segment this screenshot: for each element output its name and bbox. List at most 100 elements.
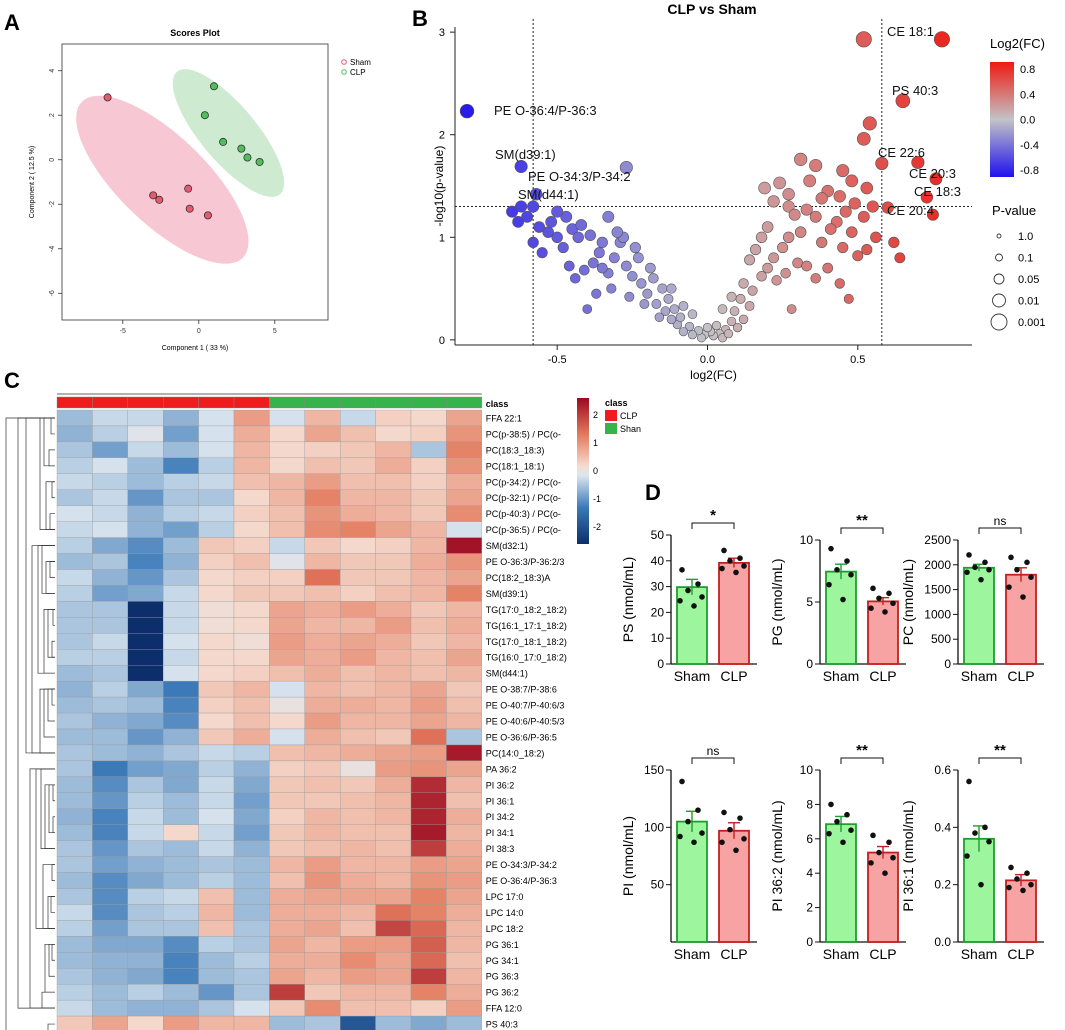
b-point xyxy=(855,31,872,48)
c-heatmap-cell xyxy=(446,601,482,618)
c-heatmap-cell xyxy=(92,872,128,889)
c-heatmap-cell xyxy=(198,840,235,857)
b-point xyxy=(557,241,569,254)
b-point xyxy=(834,278,845,289)
d-ytick-label: 150 xyxy=(644,763,664,777)
c-heatmap-cell xyxy=(56,680,93,698)
b-point xyxy=(755,231,768,243)
c-heatmap-cell xyxy=(446,776,482,793)
b-point xyxy=(666,314,677,325)
c-heatmap-cell xyxy=(198,505,235,522)
c-heatmap-cell xyxy=(269,999,305,1017)
c-dendrogram-branch xyxy=(48,449,55,467)
panel-label-d: D xyxy=(645,480,661,505)
c-heatmap-cell xyxy=(163,824,199,841)
b-point xyxy=(788,208,801,221)
b-point xyxy=(551,205,564,218)
c-heatmap-cell xyxy=(127,776,164,793)
c-heatmap-cell xyxy=(446,760,482,778)
b-point xyxy=(845,174,859,188)
c-heatmap-cell xyxy=(163,537,199,554)
b-size-label: 0.05 xyxy=(1018,274,1039,286)
c-heatmap-cell xyxy=(198,617,235,634)
b-point xyxy=(648,273,659,284)
d-data-point xyxy=(882,870,888,876)
c-heatmap-cell xyxy=(340,872,376,889)
d-data-point xyxy=(890,600,896,607)
c-heatmap-cell xyxy=(127,441,164,459)
b-size-label: 0.1 xyxy=(1018,253,1033,265)
b-point-label: CE 20:3 xyxy=(909,166,956,181)
c-class-cell-clp xyxy=(56,396,93,409)
d-data-point xyxy=(986,566,992,573)
c-heatmap-cell xyxy=(340,952,376,969)
c-heatmap-cell xyxy=(269,888,305,905)
c-heatmap-cell xyxy=(410,920,447,937)
c-heatmap-cell xyxy=(56,441,93,459)
b-point xyxy=(870,231,882,243)
c-heatmap-cell xyxy=(198,457,235,474)
c-heatmap-cell xyxy=(92,728,128,746)
b-size-legend-title: P-value xyxy=(992,203,1036,218)
c-heatmap-cell xyxy=(198,999,235,1017)
d-data-point xyxy=(848,827,854,833)
d-sig-label: ** xyxy=(994,742,1006,759)
c-heatmap-cell xyxy=(233,696,270,714)
c-heatmap-cell xyxy=(163,649,199,666)
c-heatmap-cell xyxy=(198,665,235,682)
c-heatmap-cell xyxy=(304,744,341,762)
b-point xyxy=(563,260,575,272)
d-ytick-label: 0 xyxy=(944,657,951,671)
b-point xyxy=(606,283,617,294)
b-point xyxy=(639,299,650,309)
a-ylabel: Component 2 ( 12.5 %) xyxy=(29,146,36,218)
c-dendrogram-branch xyxy=(25,417,55,754)
d-subplot-4: 50 100 150 PI (nmol/mL) Sham CLP ns xyxy=(620,744,757,962)
c-heatmap-cell xyxy=(92,1015,128,1030)
c-heatmap-cell xyxy=(163,776,199,793)
c-heatmap-cell xyxy=(233,776,270,793)
c-heatmap-cell xyxy=(127,665,164,682)
c-heatmap-cell xyxy=(233,808,270,825)
b-point xyxy=(794,226,807,238)
b-point xyxy=(575,219,588,231)
c-heatmap-cell xyxy=(198,760,235,778)
b-point xyxy=(794,152,808,166)
c-row-label: LPC 14:0 xyxy=(486,908,524,918)
b-point xyxy=(824,223,837,235)
b-point xyxy=(756,271,767,282)
b-point xyxy=(624,291,635,302)
d-sig-label: ns xyxy=(994,514,1007,528)
c-dendrogram-branch xyxy=(52,784,55,802)
d-data-point xyxy=(1014,876,1020,882)
c-row-label: FFA 12:0 xyxy=(486,1004,522,1014)
d-ytick-label: 50 xyxy=(651,528,665,542)
b-point xyxy=(675,312,686,323)
d-data-point xyxy=(982,824,988,831)
c-heatmap-cell xyxy=(269,696,305,714)
b-point xyxy=(596,262,608,274)
c-heatmap-cell xyxy=(375,409,412,427)
c-heatmap-cell xyxy=(410,728,447,746)
d-ylabel: PG (nmol/mL) xyxy=(769,558,785,645)
d-data-point xyxy=(691,839,697,846)
a-ytick-label: -6 xyxy=(49,290,56,296)
d-data-point xyxy=(741,836,747,842)
c-heatmap-cell xyxy=(304,457,341,474)
panel-label-c: C xyxy=(4,368,20,393)
c-heatmap-cell xyxy=(92,920,128,937)
c-heatmap-cell xyxy=(198,696,235,714)
b-ytick-label: 3 xyxy=(439,27,445,39)
c-heatmap-cell xyxy=(340,489,376,506)
c-heatmap-cell xyxy=(269,968,305,985)
b-point xyxy=(678,301,689,311)
c-heatmap-cell xyxy=(163,457,199,474)
b-colorbar xyxy=(990,62,1014,177)
c-row-label: PG 34:1 xyxy=(486,956,519,966)
c-heatmap-cell xyxy=(163,760,199,778)
d-ytick-label: 0 xyxy=(657,657,664,671)
c-heatmap-cell xyxy=(56,569,93,586)
c-dendrogram-branch xyxy=(51,943,55,961)
c-heatmap-cell xyxy=(410,441,447,459)
